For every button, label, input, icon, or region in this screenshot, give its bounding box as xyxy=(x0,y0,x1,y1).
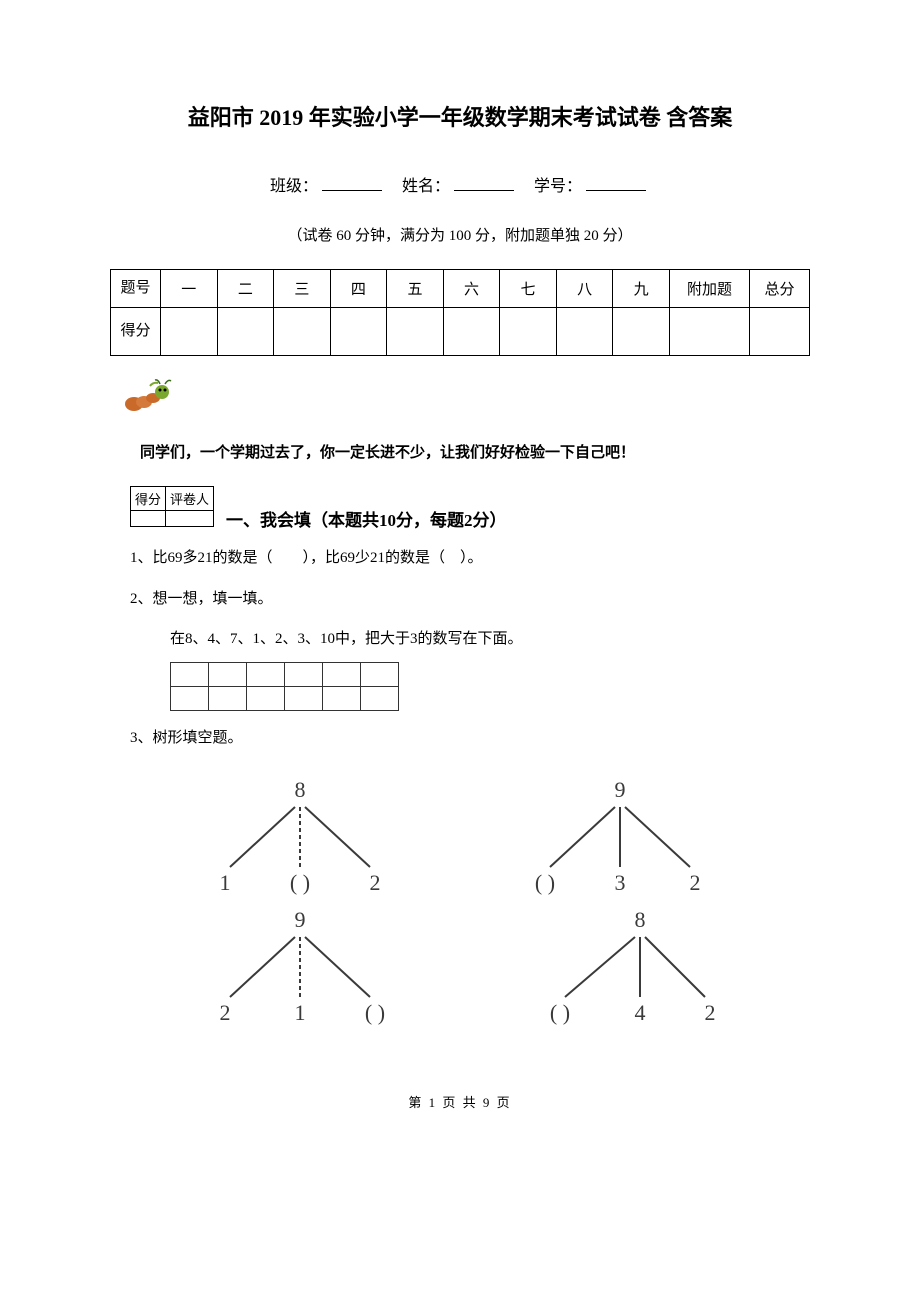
grading-grader-label: 评卷人 xyxy=(166,487,214,511)
score-cell[interactable] xyxy=(161,308,218,356)
tree1-l1: 1 xyxy=(220,870,231,895)
tree-diagrams: 8 1 ( ) 2 9 2 1 ( ) 9 ( ) 3 2 8 ( ) 4 2 xyxy=(140,772,780,1032)
score-cell[interactable] xyxy=(443,308,500,356)
score-cell[interactable] xyxy=(556,308,613,356)
tree1-b3: ( ) xyxy=(365,1000,385,1025)
col-header: 四 xyxy=(330,270,387,308)
name-label: 姓名： xyxy=(402,178,450,195)
tree2-l2: 3 xyxy=(615,870,626,895)
col-header: 二 xyxy=(217,270,274,308)
tree2-b3: 2 xyxy=(705,1000,716,1025)
row-label: 题号 xyxy=(111,270,161,308)
exam-info: （试卷 60 分钟，满分为 100 分，附加题单独 20 分） xyxy=(110,224,810,245)
grid-cell[interactable] xyxy=(323,687,361,711)
tree2-b1: ( ) xyxy=(550,1000,570,1025)
tree1-mid: 9 xyxy=(295,907,306,932)
grid-cell[interactable] xyxy=(209,687,247,711)
tree-2: 9 ( ) 3 2 8 ( ) 4 2 xyxy=(510,772,730,1032)
grid-cell[interactable] xyxy=(361,687,399,711)
col-header: 总分 xyxy=(750,270,810,308)
tree2-b2: 4 xyxy=(635,1000,646,1025)
grid-cell[interactable] xyxy=(285,663,323,687)
score-cell[interactable] xyxy=(613,308,670,356)
score-cell[interactable] xyxy=(387,308,444,356)
student-info: 班级： 姓名： 学号： xyxy=(110,172,810,196)
section-title: 一、我会填（本题共10分，每题2分） xyxy=(226,506,507,531)
grid-cell[interactable] xyxy=(361,663,399,687)
score-cell[interactable] xyxy=(217,308,274,356)
grid-cell[interactable] xyxy=(247,687,285,711)
id-label: 学号： xyxy=(534,178,582,195)
grading-score-cell[interactable] xyxy=(131,511,166,527)
score-cell[interactable] xyxy=(750,308,810,356)
question-2: 2、想一想，填一填。 xyxy=(130,586,810,613)
answer-grid xyxy=(170,662,810,711)
grading-grader-cell[interactable] xyxy=(166,511,214,527)
id-blank[interactable] xyxy=(586,175,646,191)
col-header: 附加题 xyxy=(670,270,750,308)
score-cell[interactable] xyxy=(670,308,750,356)
encouragement-text: 同学们，一个学期过去了，你一定长进不少，让我们好好检验一下自己吧！ xyxy=(140,441,810,462)
table-row: 得分 xyxy=(111,308,810,356)
grid-cell[interactable] xyxy=(171,663,209,687)
col-header: 六 xyxy=(443,270,500,308)
col-header: 九 xyxy=(613,270,670,308)
score-table: 题号 一 二 三 四 五 六 七 八 九 附加题 总分 得分 xyxy=(110,269,810,356)
tree1-top: 8 xyxy=(295,777,306,802)
tree2-l1: ( ) xyxy=(535,870,555,895)
question-1: 1、比69多21的数是（ ），比69少21的数是（ ）。 xyxy=(130,545,810,572)
col-header: 一 xyxy=(161,270,218,308)
page-footer: 第 1 页 共 9 页 xyxy=(110,1092,810,1111)
col-header: 五 xyxy=(387,270,444,308)
tree-1: 8 1 ( ) 2 9 2 1 ( ) xyxy=(190,772,410,1032)
col-header: 七 xyxy=(500,270,557,308)
tree1-l3: 2 xyxy=(370,870,381,895)
col-header: 八 xyxy=(556,270,613,308)
class-blank[interactable] xyxy=(322,175,382,191)
section-header: 得分 评卷人 一、我会填（本题共10分，每题2分） xyxy=(130,486,810,531)
grid-cell[interactable] xyxy=(209,663,247,687)
question-3: 3、树形填空题。 xyxy=(130,725,810,752)
name-blank[interactable] xyxy=(454,175,514,191)
table-row: 题号 一 二 三 四 五 六 七 八 九 附加题 总分 xyxy=(111,270,810,308)
grading-score-label: 得分 xyxy=(131,487,166,511)
grid-cell[interactable] xyxy=(323,663,361,687)
score-cell[interactable] xyxy=(274,308,331,356)
question-2-sub: 在8、4、7、1、2、3、10中，把大于3的数写在下面。 xyxy=(170,627,810,648)
grading-box: 得分 评卷人 xyxy=(130,486,214,527)
grid-cell[interactable] xyxy=(247,663,285,687)
score-cell[interactable] xyxy=(500,308,557,356)
worm-icon xyxy=(120,376,810,421)
tree1-b2: 1 xyxy=(295,1000,306,1025)
class-label: 班级： xyxy=(270,178,318,195)
grid-cell[interactable] xyxy=(285,687,323,711)
tree1-l2: ( ) xyxy=(290,870,310,895)
tree2-l3: 2 xyxy=(690,870,701,895)
grid-cell[interactable] xyxy=(171,687,209,711)
tree2-top: 9 xyxy=(615,777,626,802)
row-label: 得分 xyxy=(111,308,161,356)
tree2-mid: 8 xyxy=(635,907,646,932)
score-cell[interactable] xyxy=(330,308,387,356)
col-header: 三 xyxy=(274,270,331,308)
page-title: 益阳市 2019 年实验小学一年级数学期末考试试卷 含答案 xyxy=(110,100,810,132)
tree1-b1: 2 xyxy=(220,1000,231,1025)
